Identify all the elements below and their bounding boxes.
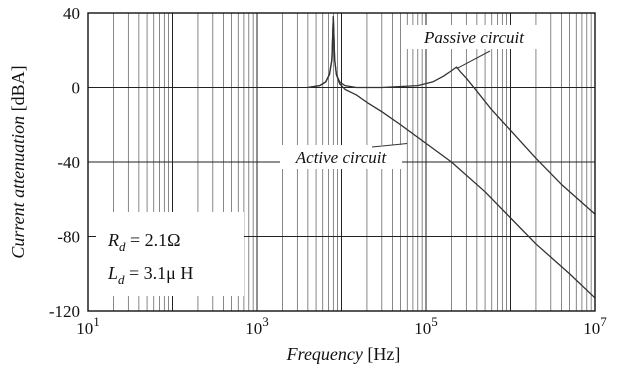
parameter-unit: μ H (166, 263, 193, 283)
plot-frame (87, 12, 596, 312)
parameter-box-background (96, 212, 244, 296)
series-lines (307, 16, 596, 299)
x-tick-base: 10 (245, 319, 262, 338)
annotation-active-circuit: Active circuit (295, 148, 388, 167)
x-axis-label-unit: [Hz] (367, 344, 400, 364)
y-axis-label-unit: [dBA] (8, 65, 28, 111)
annotation-active-leader (371, 143, 408, 148)
parameter-value: = 2.1 (126, 230, 168, 250)
annotation-passive-background (402, 25, 540, 49)
y-tick-label: -80 (57, 228, 80, 247)
parameter-subscript: d (118, 272, 125, 287)
annotations: Passive circuit Active circuit (280, 25, 540, 169)
parameter-subscript: d (119, 239, 126, 254)
x-tick-base: 10 (583, 319, 600, 338)
y-axis-label: Current attenuation [dBA] (8, 65, 28, 258)
x-tick-base: 10 (76, 319, 93, 338)
x-axis-label-name: Frequency (286, 344, 363, 364)
x-tick-labels: 101 103 105 107 (76, 314, 607, 338)
x-tick-label: 105 (414, 314, 438, 338)
annotation-passive-leader (456, 50, 491, 70)
parameter-rd: Rd = 2.1Ω (107, 230, 181, 254)
x-tick-label: 101 (76, 314, 100, 338)
series-line-active-circuit (307, 16, 596, 299)
x-tick-label: 107 (583, 314, 607, 338)
parameter-ld: Ld = 3.1μ H (107, 263, 193, 287)
y-tick-label: 0 (72, 79, 81, 98)
x-axis-label: Frequency [Hz] (286, 344, 401, 364)
annotation-active-background (280, 145, 402, 169)
parameter-symbol: L (107, 263, 118, 283)
y-tick-label: -40 (57, 153, 80, 172)
x-tick-exponent: 5 (431, 314, 438, 329)
parameter-symbol: R (107, 230, 119, 250)
x-tick-exponent: 7 (600, 314, 607, 329)
annotation-passive-circuit: Passive circuit (423, 28, 525, 47)
parameter-box: Rd = 2.1Ω Ld = 3.1μ H (96, 212, 244, 296)
parameter-unit: Ω (167, 230, 180, 250)
x-tick-label: 103 (245, 314, 269, 338)
parameter-value: = 3.1 (125, 263, 167, 283)
x-tick-base: 10 (414, 319, 431, 338)
x-tick-exponent: 1 (93, 314, 100, 329)
y-tick-label: 40 (63, 4, 80, 23)
y-tick-label: -120 (49, 302, 80, 321)
y-axis-label-name: Current attenuation (8, 116, 28, 259)
x-tick-exponent: 3 (262, 314, 269, 329)
y-tick-labels: 40 0 -40 -80 -120 (49, 4, 80, 321)
